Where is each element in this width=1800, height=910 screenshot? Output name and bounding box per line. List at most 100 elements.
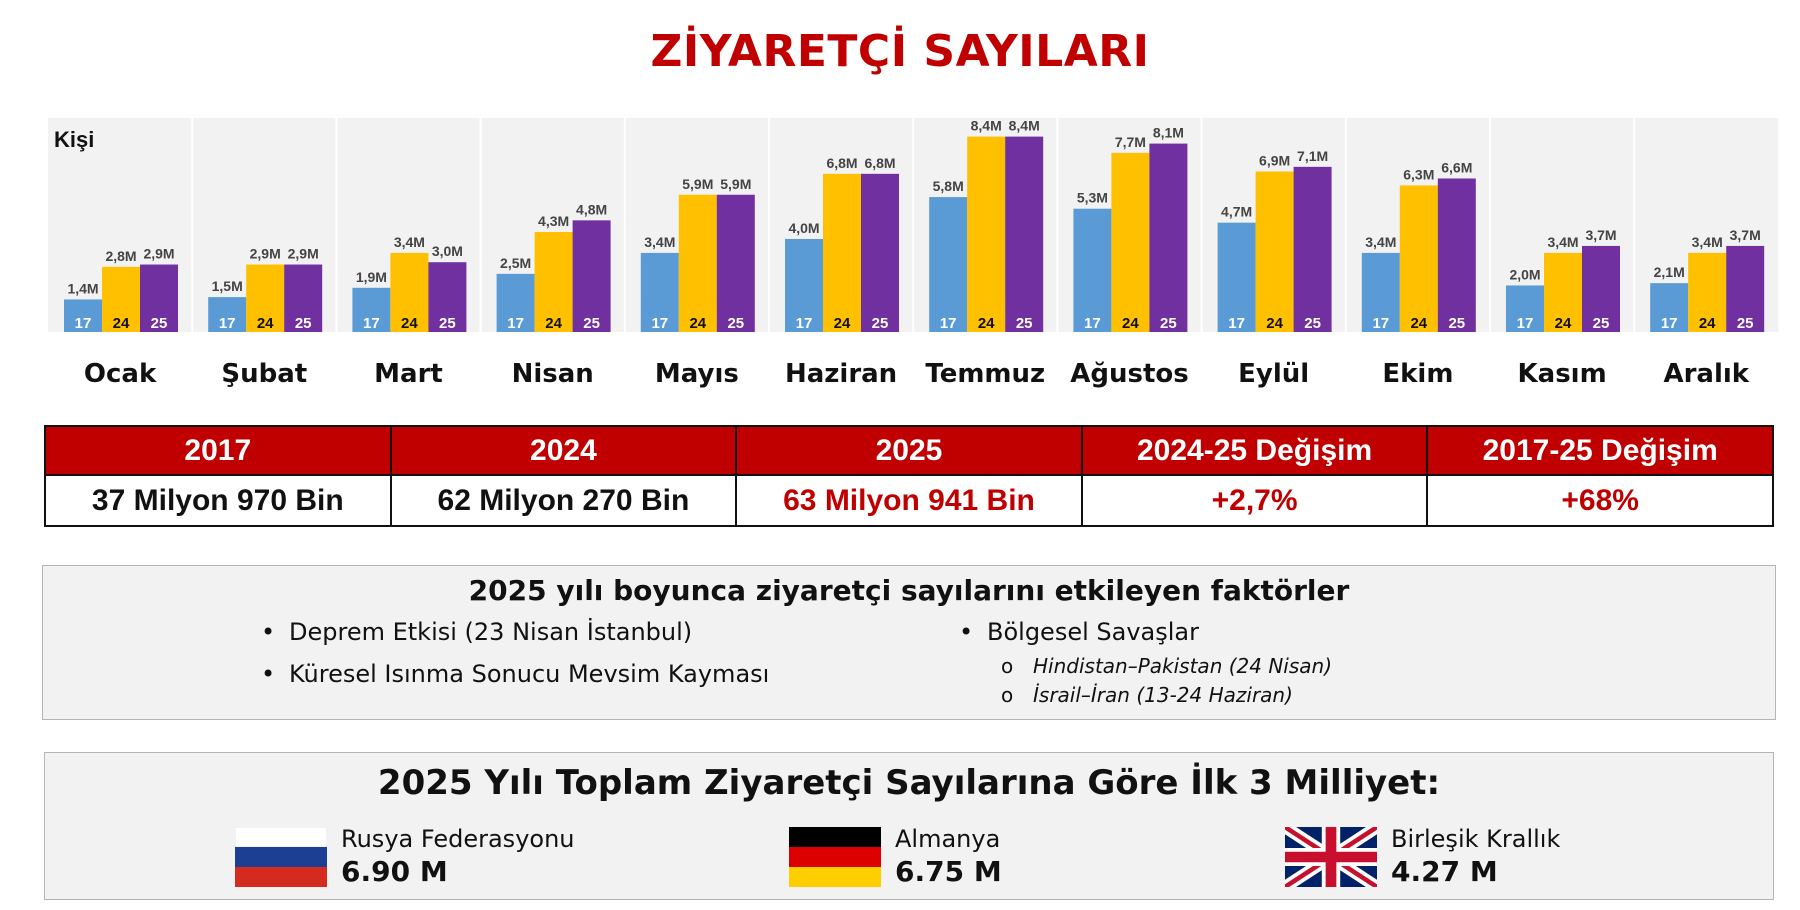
visitor-bar-chart: Kişi 1,4M 17 2,8M 24 2,9M 25 Ocak 1,5M 17 2,9M 24 2,… [48, 118, 1779, 389]
series-label: 24 [545, 315, 562, 332]
data-label: 1,4M [67, 280, 98, 296]
bar-25-5 [716, 194, 755, 332]
series-label: 24 [1122, 315, 1139, 332]
nationality-name: Birleşik Krallık [1391, 825, 1561, 853]
series-label: 25 [1593, 315, 1610, 332]
bar-25-10 [1437, 178, 1476, 332]
bar-24-6 [823, 173, 861, 332]
data-label: 3,4M [394, 234, 425, 250]
data-label: 2,8M [105, 248, 136, 264]
series-label: 25 [1304, 315, 1321, 332]
bar-17-4 [496, 273, 535, 332]
factors-panel: 2025 yılı boyunca ziyaretçi sayılarını e… [42, 565, 1776, 720]
category-label: Kasım [1518, 359, 1607, 389]
series-label: 25 [295, 315, 312, 332]
series-label: 24 [1699, 315, 1716, 332]
circle-bullet-icon: o [1001, 683, 1014, 707]
bar-17-7 [929, 197, 968, 332]
series-label: 17 [1372, 315, 1389, 332]
data-label: 6,6M [1441, 159, 1472, 175]
data-label: 8,4M [971, 118, 1002, 134]
bar-17-5 [640, 252, 679, 332]
header-2017: 2017 [44, 425, 392, 476]
table-header-row: 2017 2024 2025 2024-25 Değişim 2017-25 D… [44, 425, 1774, 476]
bullet-icon: • [959, 618, 974, 646]
header-2025: 2025 [735, 425, 1083, 476]
series-label: 17 [363, 315, 380, 332]
bar-17-6 [785, 238, 823, 332]
series-label: 24 [689, 315, 706, 332]
series-label: 24 [1266, 315, 1283, 332]
category-label: Mayıs [655, 359, 739, 389]
data-label: 2,1M [1654, 264, 1685, 280]
series-label: 25 [727, 315, 744, 332]
list-item: • Bölgesel Savaşlar [959, 618, 1199, 646]
category-label: Ocak [84, 359, 157, 389]
nationality-name: Almanya [895, 825, 1001, 853]
bar-24-3 [390, 252, 429, 332]
nationality-value: 6.90 M [341, 855, 448, 888]
list-item: • Küresel Isınma Sonucu Mevsim Kayması [261, 660, 769, 688]
series-label: 24 [834, 315, 851, 332]
series-label: 25 [1160, 315, 1177, 332]
series-label: 24 [1410, 315, 1427, 332]
data-label: 6,8M [864, 155, 895, 171]
data-label: 6,3M [1403, 166, 1434, 182]
data-label: 5,8M [933, 178, 964, 194]
bar-24-10 [1399, 185, 1438, 332]
uk-flag-icon [1285, 827, 1377, 887]
list-item: o Hindistan–Pakistan (24 Nisan) [1001, 654, 1332, 678]
series-label: 17 [75, 315, 92, 332]
russia-flag-icon [235, 827, 327, 887]
data-label: 4,0M [788, 220, 819, 236]
header-change-2017-25: 2017-25 Değişim [1426, 425, 1774, 476]
bar-24-1 [102, 266, 140, 332]
series-label: 25 [151, 315, 168, 332]
bar-17-10 [1361, 252, 1400, 332]
factors-title: 2025 yılı boyunca ziyaretçi sayılarını e… [468, 574, 1350, 607]
bar-24-9 [1255, 171, 1294, 332]
series-label: 25 [1448, 315, 1465, 332]
bar-25-4 [572, 220, 611, 332]
list-item: • Deprem Etkisi (23 Nisan İstanbul) [261, 618, 692, 646]
series-label: 24 [257, 315, 274, 332]
category-label: Nisan [512, 359, 594, 389]
data-label: 6,8M [826, 155, 857, 171]
bar-24-12 [1688, 252, 1727, 332]
data-label: 3,4M [1365, 234, 1396, 250]
bullet-icon: • [261, 660, 276, 688]
data-label: 3,7M [1730, 227, 1761, 243]
category-label: Ağustos [1070, 359, 1189, 389]
series-label: 24 [401, 315, 418, 332]
data-label: 1,5M [212, 278, 243, 294]
bullet-icon: • [261, 618, 276, 646]
bar-24-7 [967, 136, 1006, 332]
data-label: 7,1M [1297, 148, 1328, 164]
list-item: o İsrail–İran (13-24 Haziran) [1001, 683, 1293, 707]
series-label: 25 [1016, 315, 1033, 332]
table-row: 37 Milyon 970 Bin 62 Milyon 270 Bin 63 M… [44, 474, 1774, 527]
header-change-2024-25: 2024-25 Değişim [1080, 425, 1429, 476]
page-title: ZİYARETÇİ SAYILARI [650, 26, 1150, 77]
bar-17-3 [352, 287, 391, 332]
data-label: 2,5M [500, 255, 531, 271]
data-label: 8,4M [1009, 118, 1040, 134]
data-label: 4,7M [1221, 204, 1252, 220]
bar-17-8 [1073, 208, 1112, 332]
bar-24-5 [678, 194, 717, 332]
bar-17-11 [1506, 285, 1544, 332]
data-label: 4,8M [576, 201, 607, 217]
yearly-totals-table: 2017 2024 2025 2024-25 Değişim 2017-25 D… [44, 425, 1774, 527]
data-label: 8,1M [1153, 125, 1184, 141]
category-label: Mart [374, 359, 443, 389]
circle-bullet-icon: o [1001, 654, 1014, 678]
total-2017: 37 Milyon 970 Bin [44, 474, 392, 527]
series-label: 25 [583, 315, 600, 332]
data-label: 2,9M [288, 246, 319, 262]
data-label: 1,9M [356, 269, 387, 285]
series-label: 17 [1517, 315, 1534, 332]
series-label: 17 [1084, 315, 1101, 332]
data-label: 5,9M [682, 176, 713, 192]
data-label: 2,0M [1509, 266, 1540, 282]
bar-17-12 [1650, 283, 1689, 332]
